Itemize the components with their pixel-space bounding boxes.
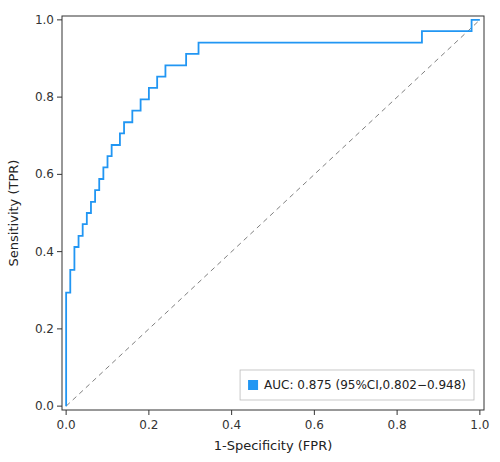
- y-tick-label: 0.0: [35, 399, 54, 413]
- chart: 0.0 0.2 0.4 0.6 0.8 1.0 0.0 0.2 0.4 0.6 0.8 1.0 1-Sp…: [0, 0, 500, 462]
- y-tick-label: 0.8: [35, 90, 54, 104]
- background: [0, 0, 500, 462]
- roc-curve: [66, 20, 480, 406]
- y-tick-label: 0.6: [35, 167, 54, 181]
- x-tick: [397, 410, 398, 415]
- x-tick-label: 0.8: [388, 418, 407, 432]
- x-axis-label: 1-Specificity (FPR): [214, 438, 333, 453]
- y-tick-label: 1.0: [35, 13, 54, 27]
- legend-swatch: [248, 380, 258, 390]
- x-tick: [66, 410, 67, 415]
- y-tick: [57, 97, 62, 98]
- x-tick: [314, 410, 315, 415]
- x-tick-label: 0.4: [222, 418, 241, 432]
- legend-box: [240, 370, 474, 400]
- y-tick: [57, 251, 62, 252]
- y-tick: [57, 174, 62, 175]
- legend: AUC: 0.875 (95%CI,0.802−0.948): [240, 370, 474, 400]
- y-tick: [57, 19, 62, 20]
- y-axis-label: Sensitivity (TPR): [6, 160, 21, 267]
- y-tick: [57, 328, 62, 329]
- x-tick-label: 1.0: [470, 418, 489, 432]
- x-tick: [479, 410, 480, 415]
- y-tick: [57, 406, 62, 407]
- x-tick-label: 0.2: [139, 418, 158, 432]
- plot-frame: [62, 16, 484, 410]
- plot-area: [66, 20, 480, 406]
- x-tick: [148, 410, 149, 415]
- legend-label: AUC: 0.875 (95%CI,0.802−0.948): [264, 378, 466, 392]
- y-tick-label: 0.4: [35, 245, 54, 259]
- diagonal-line: [66, 20, 480, 406]
- x-tick-label: 0.6: [305, 418, 324, 432]
- axes: 0.0 0.2 0.4 0.6 0.8 1.0 0.0 0.2 0.4 0.6 0.8 1.0: [35, 13, 490, 432]
- x-tick-label: 0.0: [57, 418, 76, 432]
- x-tick: [231, 410, 232, 415]
- y-tick-label: 0.2: [35, 322, 54, 336]
